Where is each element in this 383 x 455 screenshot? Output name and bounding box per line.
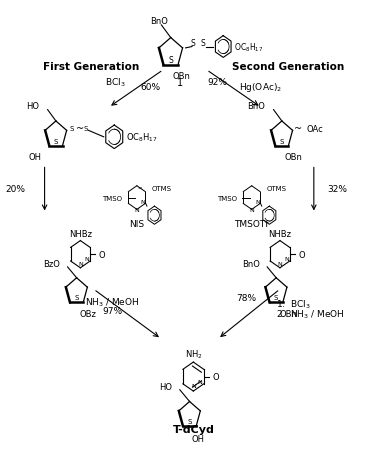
Text: NH$_2$: NH$_2$ bbox=[185, 348, 202, 360]
Text: NHBz: NHBz bbox=[268, 229, 291, 238]
Text: 1: 1 bbox=[177, 78, 183, 88]
Text: 32%: 32% bbox=[327, 185, 347, 193]
Text: S: S bbox=[191, 39, 195, 48]
Text: OH: OH bbox=[192, 434, 205, 443]
Text: OTMS: OTMS bbox=[152, 186, 172, 192]
Text: OC$_8$H$_{17}$: OC$_8$H$_{17}$ bbox=[234, 41, 263, 54]
Text: ~: ~ bbox=[76, 124, 84, 134]
Text: 78%: 78% bbox=[236, 293, 257, 302]
Text: O: O bbox=[98, 250, 105, 259]
Text: Second Generation: Second Generation bbox=[232, 62, 344, 72]
Text: N: N bbox=[284, 257, 289, 262]
Text: TMSOTf: TMSOTf bbox=[234, 219, 269, 228]
Text: ~: ~ bbox=[294, 124, 302, 134]
Text: BzO: BzO bbox=[43, 259, 60, 268]
Text: 20%: 20% bbox=[6, 185, 26, 193]
Text: NHBz: NHBz bbox=[69, 229, 92, 238]
Text: NH$_3$ / MeOH: NH$_3$ / MeOH bbox=[85, 296, 140, 308]
Text: S: S bbox=[280, 138, 284, 144]
Text: BCl$_3$: BCl$_3$ bbox=[105, 76, 126, 89]
Text: S: S bbox=[54, 138, 58, 144]
Text: HO: HO bbox=[159, 382, 172, 391]
Text: S: S bbox=[83, 126, 88, 132]
Text: N: N bbox=[278, 261, 282, 266]
Text: OH: OH bbox=[29, 152, 42, 162]
Text: 92%: 92% bbox=[207, 78, 227, 87]
Text: 1.  BCl$_3$: 1. BCl$_3$ bbox=[276, 298, 311, 311]
Text: =: = bbox=[137, 186, 142, 191]
Text: O: O bbox=[213, 372, 219, 381]
Text: BnO: BnO bbox=[247, 102, 265, 111]
Text: 2.  NH$_3$ / MeOH: 2. NH$_3$ / MeOH bbox=[276, 308, 345, 321]
Text: S: S bbox=[274, 295, 278, 301]
Text: S: S bbox=[69, 126, 74, 132]
Text: OBn: OBn bbox=[279, 309, 297, 318]
Text: S: S bbox=[169, 56, 173, 65]
Text: BnO: BnO bbox=[151, 17, 169, 26]
Text: N: N bbox=[255, 200, 260, 205]
Text: First Generation: First Generation bbox=[43, 62, 139, 72]
Text: OAc: OAc bbox=[307, 124, 324, 133]
Text: OBz: OBz bbox=[80, 309, 97, 318]
Text: N: N bbox=[84, 257, 89, 262]
Text: OBn: OBn bbox=[173, 71, 190, 81]
Text: TMSO: TMSO bbox=[102, 195, 122, 201]
Text: N: N bbox=[249, 207, 254, 212]
Text: S: S bbox=[187, 418, 192, 424]
Text: NIS: NIS bbox=[129, 219, 144, 228]
Text: TMSO: TMSO bbox=[217, 195, 237, 201]
Text: Hg(OAc)$_2$: Hg(OAc)$_2$ bbox=[239, 81, 282, 94]
Text: 97%: 97% bbox=[102, 307, 123, 316]
Text: S: S bbox=[200, 39, 205, 48]
Text: HO: HO bbox=[26, 102, 39, 111]
Text: T-dCyd: T-dCyd bbox=[172, 424, 214, 434]
Text: N: N bbox=[134, 207, 139, 212]
Text: N: N bbox=[141, 200, 145, 205]
Text: OBn: OBn bbox=[285, 152, 303, 162]
Text: O: O bbox=[298, 250, 304, 259]
Text: OC$_8$H$_{17}$: OC$_8$H$_{17}$ bbox=[126, 131, 158, 144]
Text: BnO: BnO bbox=[242, 259, 260, 268]
Text: N: N bbox=[191, 384, 196, 389]
Text: S: S bbox=[74, 295, 79, 301]
Text: N: N bbox=[78, 261, 83, 266]
Text: N: N bbox=[198, 379, 203, 384]
Text: 60%: 60% bbox=[141, 83, 161, 92]
Text: OTMS: OTMS bbox=[267, 186, 286, 192]
